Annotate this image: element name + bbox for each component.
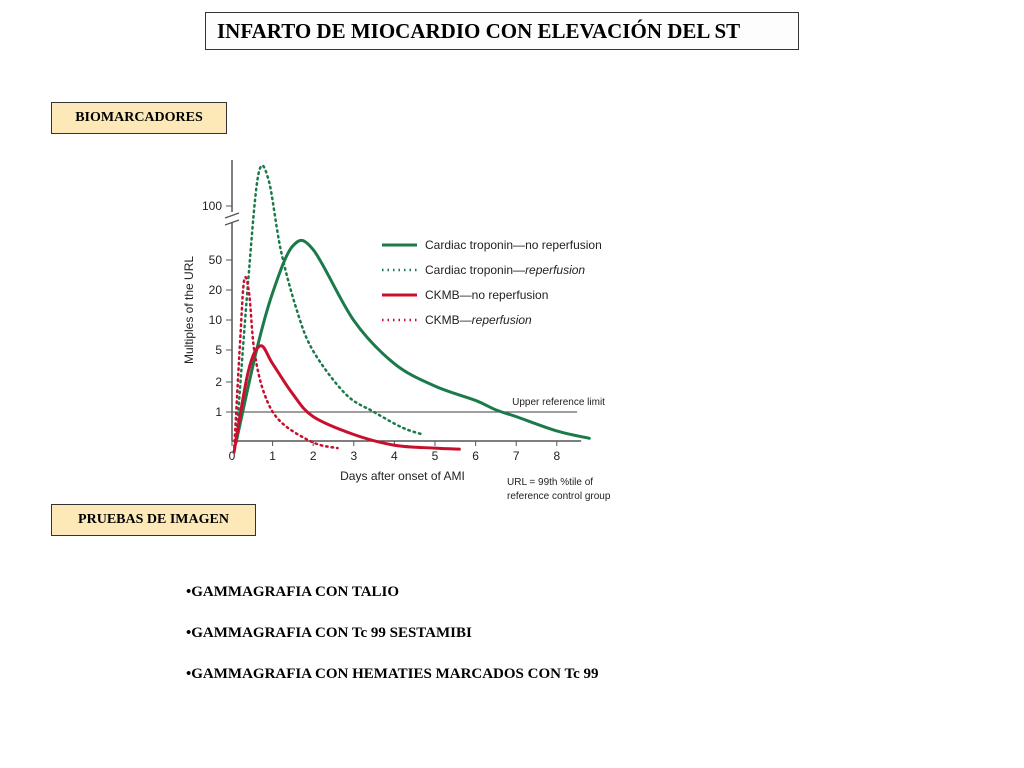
reference-line-label: Upper reference limit bbox=[512, 397, 605, 408]
chart-footnote: URL = 99th %tile of reference control gro… bbox=[507, 477, 611, 502]
chart-series-group bbox=[232, 164, 591, 454]
series-line-0 bbox=[234, 238, 591, 444]
x-tick-label: 8 bbox=[553, 449, 560, 463]
imaging-list: GAMMAGRAFIA CON TALIO GAMMAGRAFIA CON Tc… bbox=[186, 583, 599, 706]
list-item: GAMMAGRAFIA CON HEMATIES MARCADOS CON Tc… bbox=[186, 665, 598, 706]
x-tick-label: 4 bbox=[391, 449, 398, 463]
y-tick-label: 20 bbox=[209, 283, 223, 297]
x-tick-label: 6 bbox=[472, 449, 479, 463]
x-tick-label: 0 bbox=[229, 449, 236, 463]
list-item: GAMMAGRAFIA CON Tc 99 SESTAMIBI bbox=[186, 624, 599, 665]
y-tick-label: 10 bbox=[209, 313, 223, 327]
axis-break-mark bbox=[224, 212, 240, 219]
chart-axes: 0 1 2 3 4 5 6 7 8 1 2 5 10 20 50 100 bbox=[202, 160, 582, 463]
x-tick-label: 2 bbox=[310, 449, 317, 463]
x-tick-label: 5 bbox=[432, 449, 439, 463]
x-tick-label: 3 bbox=[350, 449, 357, 463]
x-axis-label: Days after onset of AMI bbox=[340, 469, 465, 483]
series-line-1 bbox=[234, 164, 425, 444]
x-tick-label: 1 bbox=[269, 449, 276, 463]
chart-legend: Cardiac troponin—no reperfusion Cardiac t… bbox=[382, 238, 602, 327]
series-line-2 bbox=[232, 344, 461, 454]
slide-title: INFARTO DE MIOCARDIO CON ELEVACIÓN DEL S… bbox=[205, 12, 799, 50]
legend-label-0: Cardiac troponin—no reperfusion bbox=[425, 238, 602, 252]
y-axis-label: Multiples of the URL bbox=[182, 256, 196, 364]
legend-label-2: CKMB—no reperfusion bbox=[425, 288, 548, 302]
y-tick-label: 100 bbox=[202, 199, 222, 213]
section-label-biomarkers: BIOMARCADORES bbox=[51, 102, 227, 134]
y-tick-label: 1 bbox=[215, 405, 222, 419]
list-item: GAMMAGRAFIA CON TALIO bbox=[186, 583, 599, 624]
biomarker-chart: 0 1 2 3 4 5 6 7 8 1 2 5 10 20 50 100 Upper reference li… bbox=[182, 160, 611, 502]
series-line-3 bbox=[232, 275, 339, 454]
legend-label-1: Cardiac troponin—reperfusion bbox=[425, 263, 585, 277]
reference-line-group: Upper reference limit bbox=[232, 397, 605, 413]
y-tick-label: 2 bbox=[215, 375, 222, 389]
section-label-imaging: PRUEBAS DE IMAGEN bbox=[51, 504, 256, 536]
y-tick-label: 5 bbox=[215, 343, 222, 357]
y-tick-label: 50 bbox=[209, 253, 223, 267]
axis-break-mark bbox=[224, 219, 240, 226]
x-tick-label: 7 bbox=[513, 449, 520, 463]
legend-label-3: CKMB—reperfusion bbox=[425, 313, 532, 327]
